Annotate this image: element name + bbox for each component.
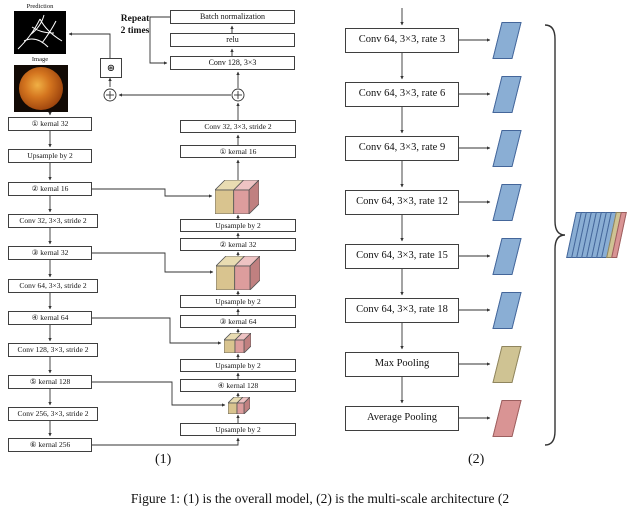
feature-slab-blue bbox=[492, 238, 522, 275]
feature-slab-blue bbox=[492, 76, 522, 113]
box-mid-upsample-1: Upsample by 2 bbox=[180, 219, 296, 232]
box-conv64-rate6: Conv 64, 3×3, rate 6 bbox=[345, 82, 459, 107]
retina-disc-icon bbox=[19, 67, 63, 110]
box-kernal-16: ② kernal 16 bbox=[8, 182, 92, 196]
image-label: Image bbox=[31, 56, 49, 63]
convolution-operator-box: ⊛ bbox=[100, 58, 122, 78]
box-batch-normalization: Batch normalization bbox=[170, 10, 295, 24]
box-conv-128: Conv 128, 3×3 bbox=[170, 56, 295, 70]
box-mid-upsample-2: Upsample by 2 bbox=[180, 295, 296, 308]
feature-slab-blue bbox=[492, 184, 522, 221]
box-kernal-32: ① kernal 32 bbox=[8, 117, 92, 131]
feature-slab-red bbox=[492, 400, 522, 437]
box-conv64-rate18: Conv 64, 3×3, rate 18 bbox=[345, 298, 459, 323]
feature-slab-blue bbox=[492, 130, 522, 167]
box-mid-kernal-32: ② kernal 32 bbox=[180, 238, 296, 251]
box-conv64-rate3: Conv 64, 3×3, rate 3 bbox=[345, 28, 459, 53]
box-upsample: Upsample by 2 bbox=[8, 149, 92, 163]
box-mid-kernal-16: ① kernal 16 bbox=[180, 145, 296, 158]
box-mid-kernal-128: ④ kernal 128 bbox=[180, 379, 296, 392]
box-kernal-64: ④ kernal 64 bbox=[8, 311, 92, 325]
feature-cube bbox=[215, 255, 261, 295]
box-conv64-rate15: Conv 64, 3×3, rate 15 bbox=[345, 244, 459, 269]
part2-label: (2) bbox=[468, 452, 485, 467]
repeat-line2: 2 times bbox=[120, 25, 150, 36]
part1-label: (1) bbox=[155, 452, 172, 467]
feature-slab-blue bbox=[492, 22, 522, 59]
convolution-operator-icon: ⊛ bbox=[106, 62, 116, 74]
figure-caption: Figure 1: (1) is the overall model, (2) … bbox=[130, 491, 510, 506]
prediction-label: Prediction bbox=[26, 3, 54, 10]
feature-slab-tan bbox=[492, 346, 522, 383]
box-max-pooling: Max Pooling bbox=[345, 352, 459, 377]
concatenated-feature-block bbox=[566, 212, 627, 258]
repeat-line1: Repeat bbox=[120, 14, 150, 24]
repeat-annotation: Repeat 2 times bbox=[106, 14, 164, 38]
box-mid-conv-32-s2: Conv 32, 3×3, stride 2 bbox=[180, 120, 296, 133]
box-conv64-rate12: Conv 64, 3×3, rate 12 bbox=[345, 190, 459, 215]
box-conv-32-s2: Conv 32, 3×3, stride 2 bbox=[8, 214, 98, 228]
feature-cube bbox=[214, 179, 260, 219]
box-mid-upsample-4: Upsample by 2 bbox=[180, 423, 296, 436]
feature-slab-blue bbox=[492, 292, 522, 329]
box-conv-64-s2: Conv 64, 3×3, stride 2 bbox=[8, 279, 98, 293]
vessel-pattern-icon bbox=[17, 14, 63, 50]
feature-cube bbox=[223, 332, 252, 358]
box-kernal-32b: ③ kernal 32 bbox=[8, 246, 92, 260]
box-relu: relu bbox=[170, 33, 295, 47]
box-conv-128-s2: Conv 128, 3×3, stride 2 bbox=[8, 343, 98, 357]
box-conv64-rate9: Conv 64, 3×3, rate 9 bbox=[345, 136, 459, 161]
box-kernal-256: ⑥ kernal 256 bbox=[8, 438, 92, 452]
box-average-pooling: Average Pooling bbox=[345, 406, 459, 431]
box-kernal-128: ⑤ kernal 128 bbox=[8, 375, 92, 389]
sum-node-icon bbox=[103, 88, 245, 102]
feature-cube bbox=[227, 396, 251, 419]
prediction-image bbox=[14, 11, 66, 54]
box-conv-256-s2: Conv 256, 3×3, stride 2 bbox=[8, 407, 98, 421]
box-mid-kernal-64: ③ kernal 64 bbox=[180, 315, 296, 328]
fundus-image bbox=[14, 65, 68, 112]
box-mid-upsample-3: Upsample by 2 bbox=[180, 359, 296, 372]
